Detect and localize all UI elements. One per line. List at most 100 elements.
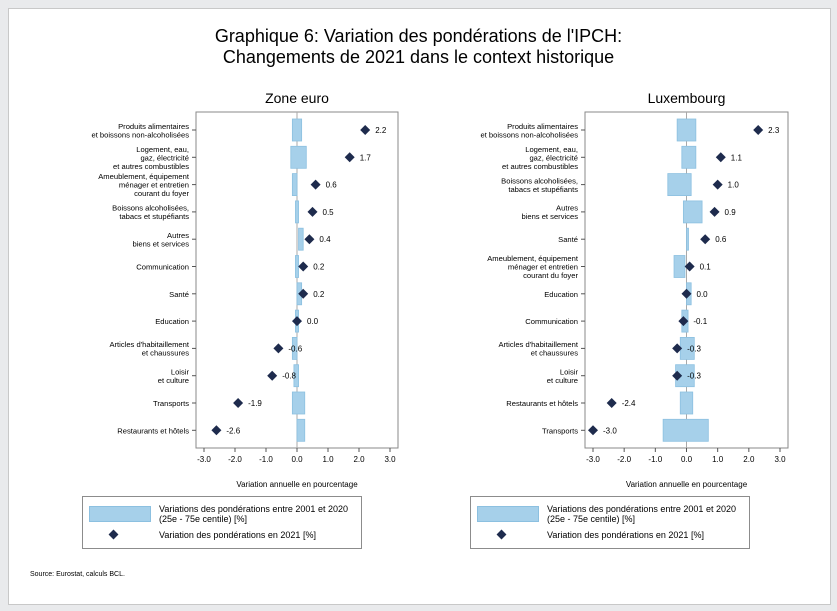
main-title-line2: Changements de 2021 dans le context hist… (222, 47, 615, 67)
legend-range-entry: Variations des pondérations entre 2001 e… (83, 503, 361, 524)
legend-range-entry: Variations des pondérations entre 2001 e… (471, 503, 749, 524)
data-value-label: -1.9 (248, 399, 262, 408)
value-marker-2021 (684, 261, 695, 272)
x-tick-label: 2.0 (743, 455, 755, 464)
data-value-label: 0.0 (307, 317, 319, 326)
x-tick-label: -3.0 (586, 455, 600, 464)
category-label: Logement, eau, gaz, électricité et autres … (113, 145, 189, 171)
category-label: Communication (525, 317, 578, 326)
value-marker-2021 (712, 179, 723, 190)
category-label: Articles d'habitaillement et chaussures (498, 340, 578, 358)
legend-range-label: Variations des pondérations entre 2001 e… (547, 504, 736, 514)
value-marker-2021 (360, 125, 371, 135)
range-bar (682, 200, 703, 224)
data-value-label: 1.1 (731, 153, 743, 162)
category-label: Ameublement, équipement ménager et entret… (487, 254, 579, 280)
range-bar (293, 364, 299, 388)
x-axis-label: Variation annuelle en pourcentage (236, 480, 358, 489)
range-bar (676, 118, 697, 142)
legend-range-swatch (477, 506, 539, 522)
data-value-label: 0.1 (700, 263, 712, 272)
legend-dot-entry: Variation des pondérations en 2021 [%] (471, 529, 749, 541)
value-marker-2021 (273, 343, 284, 354)
category-label: Boissons alcoholisées, tabacs et stupéfia… (501, 176, 578, 194)
main-title-line1: Graphique 6: Variation des pondérations … (214, 26, 623, 46)
range-bar (298, 227, 304, 251)
data-value-label: 1.0 (728, 181, 740, 190)
data-value-label: 0.2 (313, 290, 325, 299)
range-bar (296, 418, 306, 442)
category-label: Transports (542, 426, 578, 435)
x-axis-label: Variation annuelle en pourcentage (626, 480, 748, 489)
data-value-label: 0.2 (313, 263, 325, 272)
category-label: Restaurants et hôtels (506, 399, 578, 408)
legend-diamond-marker (496, 529, 507, 540)
x-tick-label: 2.0 (353, 455, 365, 464)
legend-range-label-sub: (25e - 75e centile) [%] (159, 514, 248, 524)
value-marker-2021 (292, 316, 302, 327)
category-label: Logement, eau, gaz, électricité et autres … (502, 145, 578, 171)
category-label: Boissons alcoholisées, tabacs et stupéfia… (112, 204, 189, 222)
legend-zone-euro: Variations des pondérations entre 2001 e… (82, 496, 362, 549)
panel-title: Luxembourg (648, 90, 726, 106)
legend-dot-label: Variation des pondérations en 2021 [%] (159, 530, 316, 540)
x-tick-label: 3.0 (384, 455, 396, 464)
range-bar (662, 418, 709, 442)
value-marker-2021 (715, 152, 726, 163)
legend-luxembourg: Variations des pondérations entre 2001 e… (470, 496, 750, 549)
data-value-label: 0.6 (326, 181, 338, 190)
value-marker-2021 (681, 288, 692, 299)
category-label: Produits alimentaires et boissons non-alc… (480, 122, 578, 140)
category-label: Articles d'habitaillement et chaussures (109, 340, 189, 358)
range-bar (291, 336, 298, 360)
value-marker-2021 (304, 234, 315, 245)
legend-range-swatch (89, 506, 151, 522)
category-label: Santé (169, 290, 189, 299)
chart-panel-luxembourg: Luxembourg -3.0 -2.0 -1.0 0.0 1.0 2.0 3.0 Variat… (480, 90, 789, 489)
data-value-label: -0.6 (288, 344, 302, 353)
data-value-label: 2.2 (375, 126, 387, 135)
value-marker-2021 (753, 125, 764, 135)
category-label: Education (544, 290, 578, 299)
x-tick-label: -2.0 (617, 455, 631, 464)
data-value-label: -0.1 (693, 317, 707, 326)
value-marker-2021 (310, 179, 321, 190)
range-bar (681, 145, 697, 169)
legend-diamond-marker (108, 529, 119, 540)
range-bar (673, 255, 686, 278)
legend-range-label: Variations des pondérations entre 2001 e… (159, 504, 348, 514)
category-label: Loisir et culture (158, 367, 190, 385)
x-tick-label: -1.0 (259, 455, 273, 464)
x-tick-label: 3.0 (774, 455, 786, 464)
range-bar (679, 391, 694, 415)
x-tick-label: 1.0 (322, 455, 334, 464)
category-label: Communication (136, 263, 189, 272)
category-label: Santé (558, 235, 578, 244)
data-value-label: -0.3 (687, 344, 701, 353)
value-marker-2021 (606, 398, 617, 408)
legend-dot-label: Variation des pondérations en 2021 [%] (547, 530, 704, 540)
value-marker-2021 (700, 234, 711, 245)
data-value-label: 2.3 (768, 126, 780, 135)
chart-panel-zone-euro: Zone euro -3.0 -2.0 -1.0 0.0 1.0 2.0 3.0 Variati… (91, 90, 399, 489)
data-value-label: -2.4 (622, 399, 636, 408)
x-tick-label: -3.0 (197, 455, 211, 464)
data-value-label: 1.7 (360, 153, 372, 162)
value-marker-2021 (678, 316, 689, 327)
x-tick-label: 1.0 (712, 455, 724, 464)
range-bar (295, 200, 299, 224)
value-marker-2021 (588, 425, 598, 436)
range-bar (291, 173, 298, 197)
source-note: Source: Eurostat, calculs BCL. (30, 571, 125, 578)
range-bar (295, 255, 299, 278)
panel-title: Zone euro (265, 90, 329, 106)
category-label: Ameublement, équipement ménager et entret… (98, 172, 190, 198)
value-marker-2021 (267, 370, 278, 381)
data-value-label: 0.0 (697, 290, 709, 299)
legend-range-label-sub: (25e - 75e centile) [%] (547, 514, 636, 524)
data-value-label: -0.8 (282, 372, 296, 381)
data-value-label: 0.4 (319, 235, 331, 244)
value-marker-2021 (233, 398, 244, 408)
range-bar (290, 145, 307, 169)
